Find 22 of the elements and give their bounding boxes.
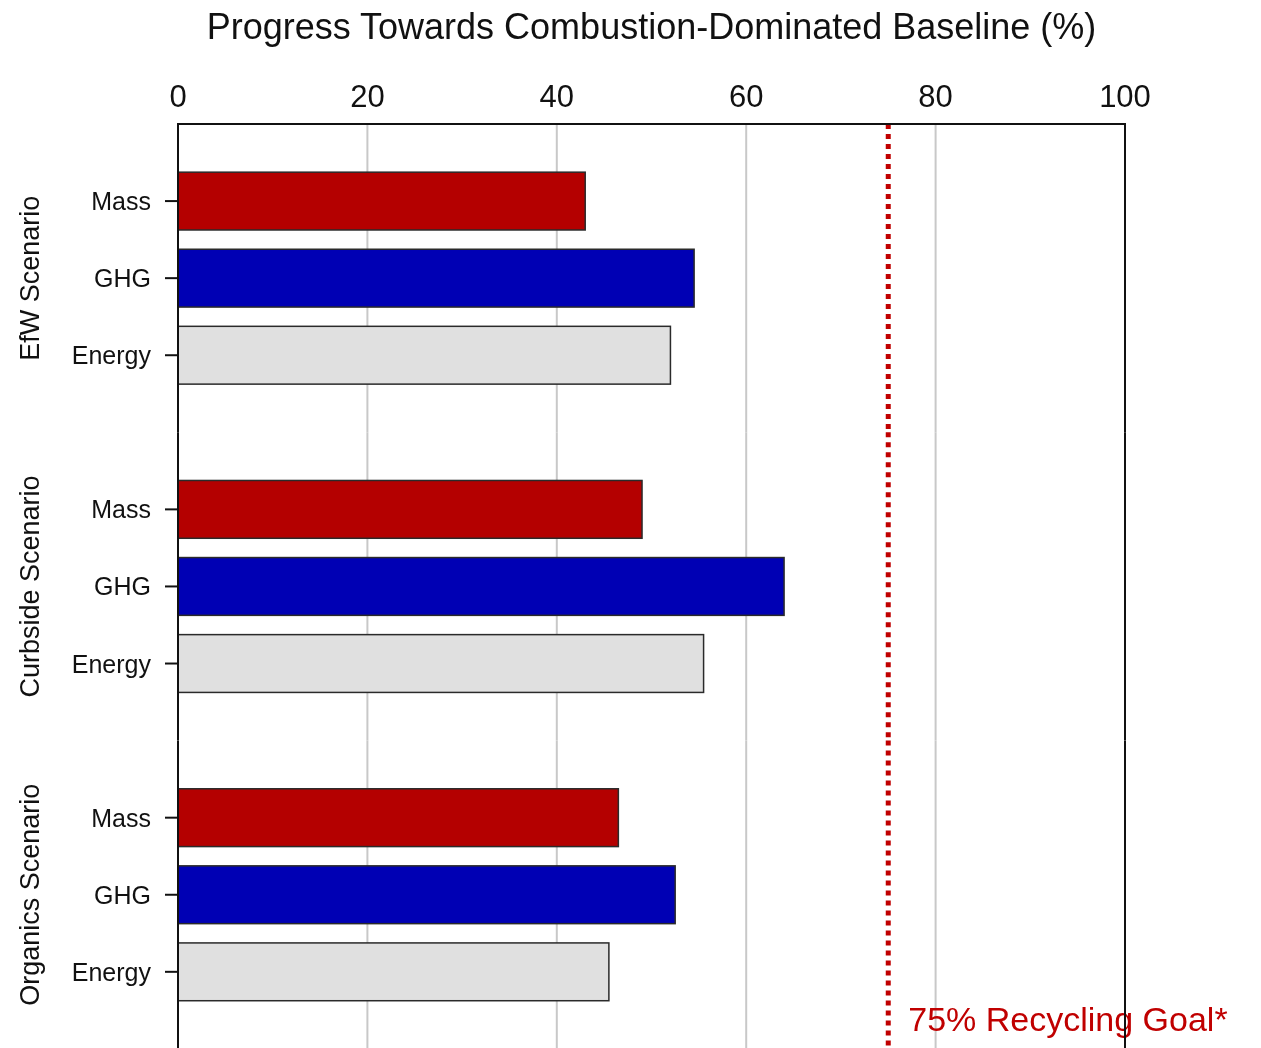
bar: [177, 325, 672, 385]
y-tick-label: GHG: [94, 572, 151, 601]
y-axis-title: EfW Scenario: [15, 195, 45, 361]
x-tick-label: 40: [539, 78, 575, 114]
y-tick-label: Energy: [71, 649, 152, 678]
x-axis-title: Progress Towards Combustion-Dominated Baseline (%): [206, 5, 1097, 47]
y-tick-label: GHG: [94, 880, 151, 909]
y-axis-title: Curbside Scenario: [15, 475, 45, 698]
y-axis-title: Organics Scenario: [15, 783, 45, 1006]
y-tick-label: Mass: [91, 495, 151, 524]
x-tick-label: 100: [1099, 78, 1151, 114]
x-tick-label: 0: [169, 78, 187, 114]
bar: [177, 171, 586, 231]
x-tick-label: 60: [728, 78, 764, 114]
x-tick-label: 80: [918, 78, 953, 114]
bar: [177, 248, 695, 308]
x-tick-label: 20: [350, 78, 385, 114]
y-tick-label: Energy: [71, 341, 152, 370]
y-tick-label: Mass: [91, 803, 151, 832]
y-tick-label: Mass: [91, 187, 151, 216]
y-tick-label: GHG: [94, 264, 151, 293]
y-tick-label: Energy: [71, 957, 152, 986]
